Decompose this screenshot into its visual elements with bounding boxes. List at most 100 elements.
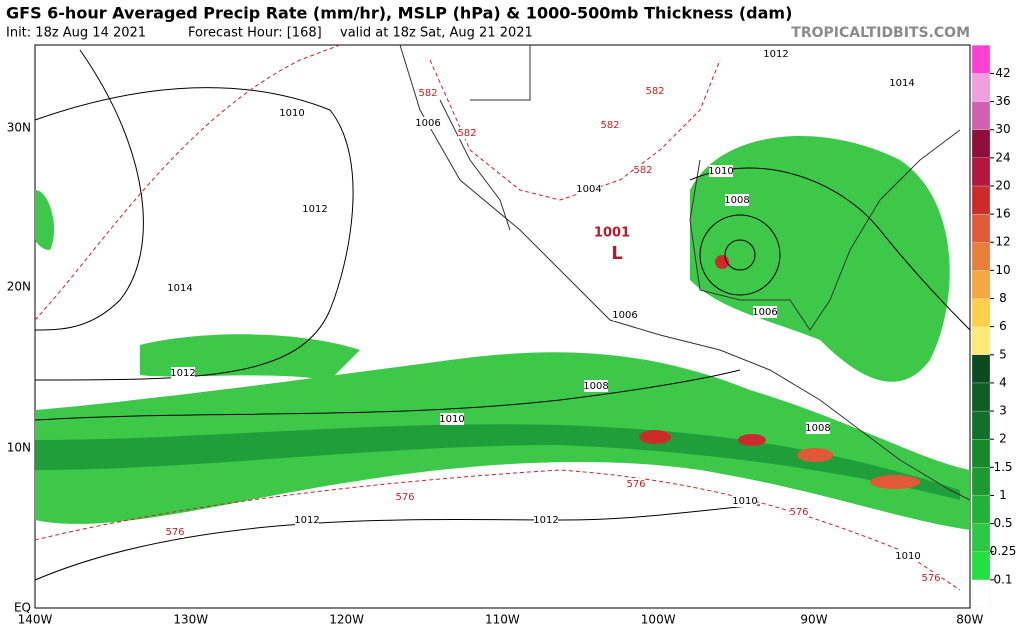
valid-time: valid at 18z Sat, Aug 21 2021 [340,26,533,41]
coastline [399,44,971,501]
colorbar-segment [971,467,991,496]
coastline [439,99,511,231]
label-bg [601,119,619,131]
isobar [724,239,756,271]
lat-label: 20N [7,280,31,294]
colorbar-label: 1.5 [993,460,1012,474]
init: Init: 18z Aug 14 2021 [6,26,146,41]
colorbar-segment [971,410,991,440]
isobar-label: 1010 [708,166,733,177]
label-bg [416,117,440,129]
title: GFS 6-hour Averaged Precip Rate (mm/hr),… [6,4,792,23]
label-bg [584,380,608,392]
itcz-core [35,424,960,500]
label-bg [577,183,601,195]
colorbar-label: 2 [999,432,1007,446]
lon-label: 110W [485,613,520,627]
label-bg [419,87,437,99]
isobar-label: 1012 [533,515,558,526]
isobar-label: 1004 [576,184,601,195]
label-bg [295,514,319,526]
lat-label: 10N [7,441,31,455]
colorbar-label: 24 [995,150,1010,164]
isobar [34,49,144,331]
isobars [34,49,971,581]
label-bg [790,506,808,518]
isobar [699,214,781,296]
lon-label: 100W [641,613,676,627]
colorbar-label: 20 [995,178,1010,192]
isobar-label: 1012 [294,515,319,526]
label-bg [733,495,757,507]
coastlines [399,44,971,501]
colorbar-label: 0.1 [993,572,1012,586]
lon-label: 90W [800,613,827,627]
colorbar-segment [971,354,991,384]
colorbar-segment [971,157,991,187]
label-bg [166,526,184,538]
label-bg [303,203,327,215]
label-bg [534,514,558,526]
label-bg [806,422,830,434]
colorbar-label: 36 [995,94,1010,108]
colorbar-label: 6 [999,319,1007,333]
heavy-cell [738,434,766,446]
isobar-label: 1012 [170,368,195,379]
colorbar-label: 42 [995,66,1010,80]
isobar-label: 1006 [752,307,777,318]
colorbar-label: 8 [999,291,1007,305]
thickness-label: 576 [921,573,940,584]
label-bg [896,550,920,562]
label-bg [890,77,914,89]
isobar [34,369,741,421]
label-bg [627,478,645,490]
gulf-system [690,136,950,382]
isobar-label: 1014 [167,283,192,294]
label-bg [753,306,777,318]
colorbar-segment [971,523,991,552]
lat-label: EQ [14,601,31,615]
colorbar-label: 12 [995,235,1010,249]
colorbar-segment [971,326,991,355]
colorbar-segment [971,298,991,327]
isobar-label: 1012 [763,49,788,60]
thickness-label: 582 [457,128,476,139]
label-bg [280,107,304,119]
heavy-cell [797,448,833,462]
colorbar-segment [971,270,991,299]
label-bg [764,48,788,60]
thickness-label: 576 [789,507,808,518]
colorbar-segment [971,73,991,102]
isobar [34,87,354,381]
thickness-label: 582 [633,165,652,176]
isobar-label: 1010 [279,108,304,119]
lat-label: 30N [7,121,31,135]
colorbar-label: 0.5 [993,516,1012,530]
watermark: TROPICALTIDBITS.COM [791,25,970,41]
thickness-line [429,59,721,201]
isobar-label: 1008 [724,195,749,206]
colorbar-segment [971,129,991,158]
isobar [689,167,971,331]
thickness-label: 582 [645,86,664,97]
heavy-cell [870,475,920,489]
label-bg [458,127,476,139]
colorbar-label: 10 [995,263,1010,277]
precip-patch [35,190,55,250]
label-bg [168,282,192,294]
colorbar-label: 30 [995,122,1010,136]
label-bg [171,367,195,379]
low-symbol: L [611,243,622,264]
thickness-label: 576 [395,492,414,503]
isobar-label: 1008 [583,381,608,392]
coastline [689,129,961,331]
thickness-label: 576 [626,479,645,490]
colorbar-label: 3 [999,404,1007,418]
isobar [34,504,761,581]
thickness-label: 576 [165,527,184,538]
colorbar-segment [971,101,991,130]
colorbar-label: 5 [999,347,1007,361]
colorbar-label: 0.25 [990,544,1017,558]
lon-label: 130W [173,613,208,627]
